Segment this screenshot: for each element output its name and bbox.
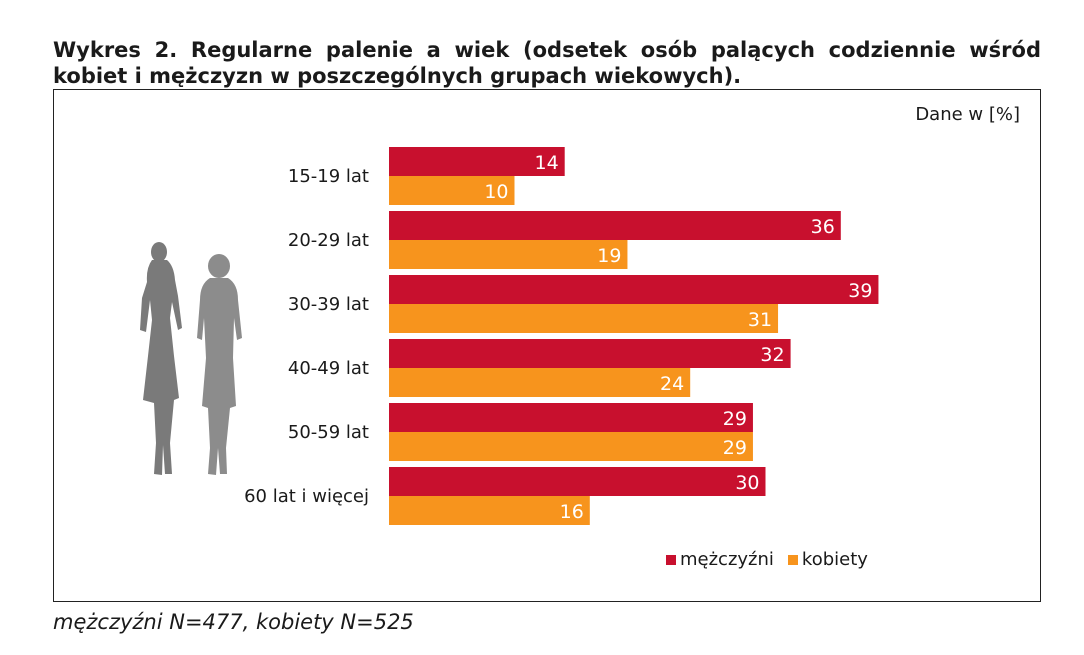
elderly-woman-silhouette-icon (197, 254, 242, 475)
chart-frame: Dane w [%] 15-19 lat 14 10 20-29 lat 36 19 30-… (53, 89, 1041, 602)
bar-men (389, 275, 879, 304)
legend-swatch-women (787, 554, 798, 565)
legend: mężczyźni kobiety (666, 549, 876, 570)
bar-chart: 15-19 lat 14 10 20-29 lat 36 19 30-39 lat 39 31 4… (244, 147, 879, 525)
data-label-women: 19 (597, 245, 621, 267)
legend-swatch-men (666, 554, 676, 565)
category-label: 15-19 lat (288, 166, 369, 187)
data-label-women: 16 (560, 501, 584, 523)
category-label: 30-39 lat (288, 294, 369, 315)
legend-label-men: mężczyźni (680, 549, 774, 570)
bar-women (389, 496, 590, 525)
bar-women (389, 368, 691, 397)
category-label: 50-59 lat (288, 422, 369, 443)
bar-women (389, 176, 515, 205)
chart-title: Wykres 2. Regularne palenie a wiek (odse… (53, 38, 1041, 88)
legend-item-men: mężczyźni (666, 549, 774, 570)
data-label-women: 24 (660, 373, 684, 395)
bar-men (389, 339, 791, 368)
legend-item-women: kobiety (787, 549, 868, 570)
bar-men (389, 403, 753, 432)
silhouettes (140, 242, 242, 475)
bar-men (389, 211, 841, 240)
woman-silhouette-icon (140, 242, 182, 475)
category-label: 40-49 lat (288, 358, 369, 379)
data-label-men: 36 (811, 216, 835, 238)
data-label-women: 29 (723, 437, 747, 459)
data-label-men: 14 (535, 152, 559, 174)
footnote: mężczyźni N=477, kobiety N=525 (53, 610, 414, 634)
bar-women (389, 432, 753, 461)
data-label-men: 39 (848, 280, 872, 302)
category-label: 20-29 lat (288, 230, 369, 251)
units-note: Dane w [%] (915, 104, 1020, 125)
data-label-men: 30 (735, 472, 759, 494)
data-label-women: 31 (748, 309, 772, 331)
category-label: 60 lat i więcej (244, 486, 369, 507)
bar-women (389, 304, 779, 333)
bar-women (389, 240, 628, 269)
data-label-women: 10 (484, 181, 508, 203)
data-label-men: 32 (760, 344, 784, 366)
legend-label-women: kobiety (801, 549, 868, 570)
bar-men (389, 467, 766, 496)
bar-men (389, 147, 565, 176)
data-label-men: 29 (723, 408, 747, 430)
